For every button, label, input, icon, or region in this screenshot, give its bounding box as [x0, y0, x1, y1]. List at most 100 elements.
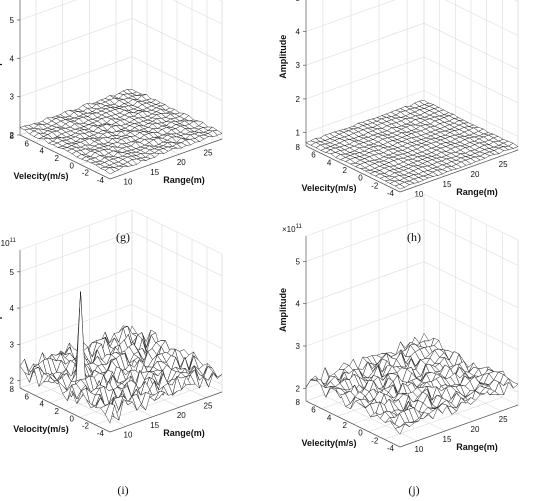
z-tick-label: 5 — [296, 0, 301, 3]
gridline — [305, 261, 425, 304]
y-tick-label: 6 — [25, 392, 30, 401]
x-axis-label: Range(m) — [456, 442, 498, 452]
y-axis-label: Velocity(m/s) — [13, 424, 69, 434]
y-tick-label: 4 — [327, 413, 332, 422]
z-tick-label: 2 — [10, 131, 15, 140]
gridline — [305, 219, 425, 262]
x-tick-label: 25 — [204, 402, 213, 411]
panel-i: 2 3 4 5 -4 -2 0 2 4 6 8 10 15 20 25 Amplitude Velocity(m… — [0, 209, 223, 439]
gridline — [305, 90, 425, 133]
y-tick-label: 8 — [10, 385, 15, 394]
x-tick-label: 20 — [177, 158, 186, 167]
x-axis-label: Range(m) — [163, 175, 205, 185]
gridline — [19, 18, 133, 59]
panel-j: 2 3 4 5 -4 -2 0 2 4 6 8 10 15 20 25 Amplitude Velecity(m… — [278, 193, 519, 454]
y-tick-label: -4 — [97, 176, 105, 185]
z-exponent-label: ×1011 — [0, 238, 16, 248]
gridline — [19, 231, 133, 273]
y-tick-label: 4 — [327, 158, 332, 167]
x-tick-label: 20 — [471, 170, 480, 179]
x-axis-label: Range(m) — [163, 428, 205, 438]
z-tick-label: 5 — [296, 257, 301, 266]
y-tick-label: 2 — [343, 166, 348, 175]
z-axis-label: Amplitude — [278, 35, 288, 79]
x-axis — [399, 149, 519, 193]
x-tick-label: 20 — [177, 411, 186, 420]
x-tick-label: 15 — [150, 421, 159, 430]
z-axis-label: Amplitude — [0, 290, 2, 334]
y-tick-label: -4 — [387, 189, 395, 198]
y-axis-label: Velecity(m/s) — [301, 438, 356, 448]
gridline — [19, 56, 133, 97]
x-tick-label: 25 — [204, 149, 213, 158]
x-tick-label: 25 — [499, 160, 508, 169]
y-tick-label: -2 — [82, 422, 90, 431]
z-tick-label: 2 — [10, 377, 15, 386]
y-tick-label: -4 — [97, 429, 105, 438]
y-tick-label: 6 — [311, 406, 316, 415]
z-tick-label: 2 — [296, 384, 301, 393]
x-axis — [109, 391, 223, 433]
z-tick-label: 1 — [296, 129, 301, 138]
gridline — [19, 304, 133, 345]
z-tick-label: 4 — [10, 54, 15, 63]
gridline — [384, 397, 503, 440]
gridline — [19, 267, 133, 309]
y-tick-label: 8 — [296, 398, 301, 407]
y-tick-label: 0 — [70, 161, 75, 170]
z-tick-label: 2 — [296, 95, 301, 104]
surface-cell — [305, 379, 316, 388]
x-tick-label: 10 — [414, 190, 423, 199]
y-tick-label: 0 — [70, 414, 75, 423]
y-axis — [305, 400, 401, 448]
z-tick-label: 3 — [296, 61, 301, 70]
x-tick-label: 15 — [443, 435, 452, 444]
z-tick-label: 3 — [10, 340, 15, 349]
y-tick-label: 2 — [343, 421, 348, 430]
y-tick-label: 0 — [358, 429, 363, 438]
caption-g: (g) — [116, 230, 130, 244]
gridline — [19, 0, 77, 21]
y-axis — [305, 145, 401, 193]
panel-g: 2 3 4 5 -4 -2 0 2 4 6 8 10 15 20 25 Amplitude Velecity(m… — [0, 0, 223, 186]
z-tick-label: 4 — [296, 300, 301, 309]
y-axis — [19, 387, 111, 433]
surface-cell — [104, 167, 115, 175]
surface-cell — [75, 291, 86, 382]
z-tick-label: 4 — [10, 304, 15, 313]
x-tick-label: 10 — [124, 430, 133, 439]
x-tick-label: 15 — [150, 168, 159, 177]
caption-i: (i) — [117, 483, 128, 497]
y-tick-label: 4 — [40, 400, 45, 409]
surface-cell — [394, 184, 406, 190]
x-tick-label: 10 — [124, 177, 133, 186]
y-tick-label: 8 — [296, 143, 301, 152]
box-edge — [131, 209, 223, 255]
gridline — [305, 303, 425, 347]
z-axis-label: Amplitude — [278, 288, 288, 332]
box-edge — [423, 193, 519, 241]
z-tick-label: 3 — [296, 342, 301, 351]
z-tick-label: 3 — [10, 93, 15, 102]
y-axis — [19, 134, 111, 180]
y-tick-label: -4 — [387, 444, 395, 453]
z-axis-label: Amplitude — [0, 36, 2, 80]
y-tick-label: 8 — [10, 132, 15, 141]
y-axis-label: Velecity(m/s) — [301, 183, 356, 193]
panel-h: 1 2 3 4 5 -4 -2 0 2 4 6 8 10 15 20 25 Amplitude Velecity(… — [278, 0, 519, 199]
gridline — [94, 384, 208, 425]
x-axis — [109, 138, 223, 180]
y-tick-label: 2 — [55, 407, 60, 416]
x-tick-label: 10 — [414, 445, 423, 454]
caption-j: (j) — [408, 483, 419, 497]
y-tick-label: 2 — [55, 154, 60, 163]
z-tick-label: 5 — [10, 268, 15, 277]
y-tick-label: 4 — [40, 147, 45, 156]
gridline — [305, 56, 425, 100]
gridline — [305, 0, 396, 32]
y-tick-label: -2 — [82, 169, 90, 178]
surface-cell — [105, 403, 115, 424]
z-tick-label: 5 — [10, 16, 15, 25]
y-tick-label: -2 — [371, 181, 379, 190]
